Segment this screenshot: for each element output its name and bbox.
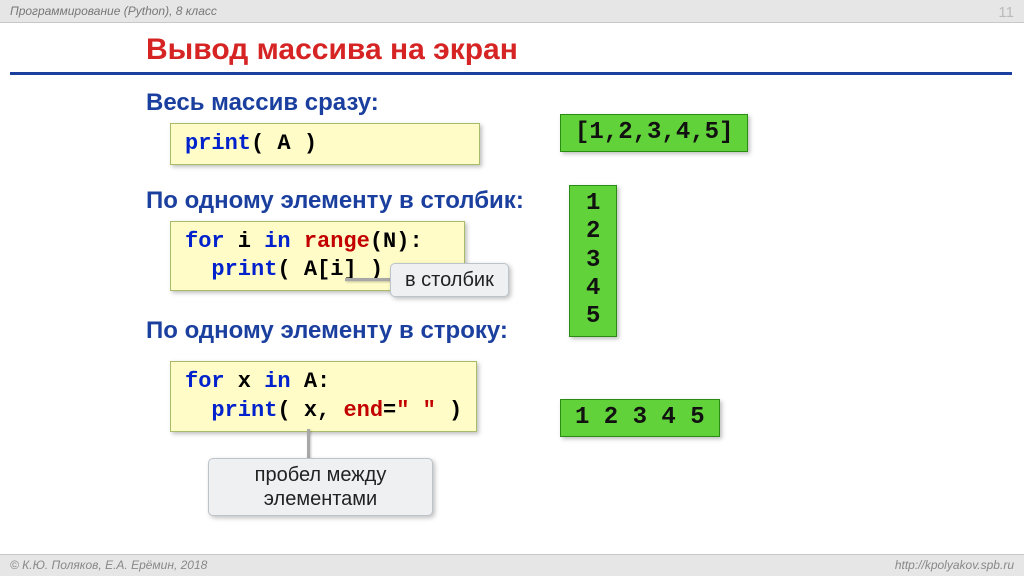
section-heading-1: Весь массив сразу: xyxy=(146,89,1024,117)
code-token: i xyxy=(225,229,265,254)
footer-right: http://kpolyakov.spb.ru xyxy=(895,555,1014,576)
code-token: ( x, xyxy=(277,398,343,423)
page-number: 11 xyxy=(998,2,1014,24)
callout-leader-1 xyxy=(345,278,391,281)
code-token: (N): xyxy=(370,229,423,254)
footer-bar: © К.Ю. Поляков, Е.А. Ерёмин, 2018 http:/… xyxy=(0,554,1024,576)
code-block-3: for x in A: print( x, end=" " ) xyxy=(170,361,477,431)
content-area: Весь массив сразу: print( A ) [1,2,3,4,5… xyxy=(0,75,1024,432)
output-block-3: 1 2 3 4 5 xyxy=(560,399,720,437)
code-token: print xyxy=(211,257,277,282)
code-token: for xyxy=(185,229,225,254)
code-token: = xyxy=(383,398,396,423)
code-token xyxy=(185,257,211,282)
callout-1: в столбик xyxy=(390,263,509,297)
code-token: ) xyxy=(436,398,462,423)
code-token: print xyxy=(211,398,277,423)
breadcrumb: Программирование (Python), 8 класс xyxy=(10,4,217,18)
output-block-2: 1 2 3 4 5 xyxy=(569,185,617,337)
code-token: end xyxy=(343,398,383,423)
footer-left: © К.Ю. Поляков, Е.А. Ерёмин, 2018 xyxy=(10,558,207,572)
page-title: Вывод массива на экран xyxy=(0,23,1024,71)
code-token: for xyxy=(185,369,225,394)
code-token xyxy=(185,398,211,423)
code-token: print xyxy=(185,131,251,156)
code-token: x xyxy=(225,369,265,394)
code-block-1: print( A ) xyxy=(170,123,480,165)
code-token: in xyxy=(264,369,290,394)
code-token: A: xyxy=(291,369,331,394)
code-token xyxy=(291,229,304,254)
header-bar: Программирование (Python), 8 класс 11 xyxy=(0,0,1024,23)
code-token: in xyxy=(264,229,290,254)
output-block-1: [1,2,3,4,5] xyxy=(560,114,748,152)
callout-leader-2 xyxy=(307,429,310,459)
code-token: ( A ) xyxy=(251,131,317,156)
code-token: " " xyxy=(396,398,436,423)
callout-2: пробел между элементами xyxy=(208,458,433,516)
code-token: range xyxy=(304,229,370,254)
